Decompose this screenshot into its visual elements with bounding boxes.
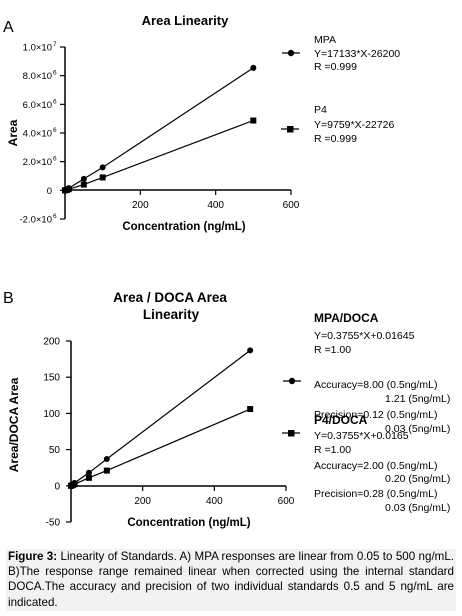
y-tick-label: 200: [43, 337, 60, 348]
panel-b-x-axis-label: Concentration (ng/mL): [127, 517, 250, 529]
panel-a-title: Area Linearity: [142, 13, 229, 28]
panel-b-x-ticks: 200 400 600: [134, 486, 295, 507]
data-point: [250, 64, 257, 71]
legend-p4-equation: Y=9759*X-22726: [314, 119, 394, 131]
y-tick-label: 6.0×10: [23, 100, 52, 111]
y-tick-label: 1.0×10: [23, 43, 52, 54]
data-point: [99, 174, 106, 181]
data-point: [247, 406, 254, 413]
data-point: [247, 347, 254, 354]
panel-a-y-axis-label: Area: [6, 119, 20, 146]
x-tick-label: 200: [134, 496, 151, 507]
legend-p4-marker: [287, 126, 294, 133]
series-line-1: [70, 408, 251, 487]
legend-mpa-doca-line-5: Precision=0.12 (0.5ng/mL): [314, 409, 437, 421]
panel-b-legend: MPA/DOCA Y=0.3755*X+0.01645 R =1.00 Accu…: [282, 311, 450, 514]
panel-a-x-ticks: 200 400 600: [132, 190, 300, 211]
panel-b-title-line2-text: Linearity: [143, 307, 200, 322]
y-tick-exponent: 6: [53, 156, 57, 163]
data-point: [85, 474, 92, 481]
legend-mpa-doca-line-3: Accuracy=8.00 (0.5ng/mL): [314, 379, 437, 391]
figure-caption: Figure 3: Linearity of Standards. A) MPA…: [6, 549, 456, 611]
legend-p4-doca-line-4: 0.20 (5ng/mL): [385, 473, 450, 485]
panel-b-title-line1: Area / DOCA Area: [113, 290, 227, 305]
legend-mpa-doca-name: MPA/DOCA: [314, 311, 379, 325]
data-point: [103, 467, 110, 474]
y-tick-exponent: 7: [53, 41, 57, 48]
legend-mpa-doca-line-2: R =1.00: [314, 344, 351, 356]
panel-b-title-line2: Linearity: [143, 307, 200, 322]
panel-a-series: [62, 64, 257, 194]
series-line-1: [65, 119, 254, 191]
legend-mpa-doca-line-1: Y=0.3755*X+0.01645: [314, 330, 415, 342]
y-tick-label: -2.0×10: [20, 215, 53, 226]
x-tick-label: 600: [283, 200, 300, 211]
y-tick-label: 0: [54, 481, 60, 492]
y-tick-label: 50: [49, 445, 61, 456]
y-tick-exponent: 6: [53, 70, 57, 77]
legend-mpa-equation: Y=17133*X-26200: [314, 48, 400, 60]
y-tick-label: 150: [43, 373, 60, 384]
panel-a-x-axis-label: Concentration (ng/mL): [122, 221, 245, 233]
panel-b-y-ticks: -50 0 50 100 150 200: [43, 337, 71, 529]
data-point: [99, 164, 106, 171]
y-tick-label: 4.0×10: [23, 129, 52, 140]
data-point: [80, 175, 87, 182]
panel-a-y-ticks: -2.0×10 602.0×10 64.0×10 66.0×10 68.0×10 61.0…: [20, 41, 65, 226]
y-tick-label: 2.0×10: [23, 157, 52, 168]
panel-b-title-line1-text: Area / DOCA Area: [113, 290, 227, 305]
x-tick-label: 400: [207, 200, 224, 211]
y-tick-exponent: 6: [53, 98, 57, 105]
legend-mpa-r: R =0.999: [314, 61, 357, 73]
x-tick-label: 600: [278, 496, 295, 507]
x-tick-label: 200: [132, 200, 149, 211]
legend-mpa-doca-marker: [288, 377, 296, 385]
y-tick-exponent: 6: [53, 213, 57, 220]
legend-p4-doca-line-1: Y=0.3755*X+0.0165: [314, 430, 409, 442]
caption-text: Linearity of Standards. A) MPA responses…: [8, 550, 454, 609]
panel-a: A Area Linearity Area Concentration (ng/…: [3, 13, 400, 233]
data-point: [80, 181, 87, 188]
data-point: [65, 186, 72, 193]
data-point: [250, 117, 257, 124]
panel-b-y-axis-label: Area/DOCA Area: [7, 377, 21, 472]
legend-p4-doca-line-2: R =1.00: [314, 444, 351, 456]
panel-a-legend: MPA Y=17133*X-26200 R =0.999 P4 Y=9759*X…: [281, 34, 400, 145]
panel-b-series: [68, 347, 254, 489]
data-point: [85, 469, 92, 476]
y-tick-label: 0: [47, 186, 52, 197]
data-point: [71, 481, 78, 488]
figure: A Area Linearity Area Concentration (ng/…: [3, 13, 450, 529]
caption-label: Figure 3:: [8, 550, 58, 563]
legend-mpa-doca-line-4: 1.21 (5ng/mL): [385, 393, 450, 405]
series-line-0: [64, 67, 254, 191]
y-tick-label: 100: [43, 409, 60, 420]
series-line-0: [70, 349, 251, 487]
y-tick-label: -50: [46, 518, 61, 529]
y-tick-label: 8.0×10: [23, 71, 52, 82]
legend-mpa-marker: [287, 49, 295, 57]
x-tick-label: 400: [206, 496, 223, 507]
legend-p4-doca-line-3: Accuracy=2.00 (0.5ng/mL): [314, 460, 437, 472]
legend-p4-name: P4: [314, 104, 327, 116]
data-point: [103, 456, 110, 463]
legend-mpa-name: MPA: [314, 34, 336, 46]
legend-mpa-doca-line-6: 0.03 (5ng/mL): [385, 423, 450, 435]
legend-p4-r: R =0.999: [314, 133, 357, 145]
legend-p4-doca-marker: [288, 430, 295, 437]
legend-p4-doca-name: P4/DOCA: [314, 413, 368, 427]
panel-b: B Area / DOCA Area Linearity Area/DOCA A…: [3, 290, 450, 529]
legend-p4-doca-line-6: 0.03 (5ng/mL): [385, 502, 450, 514]
panel-a-letter: A: [3, 19, 14, 36]
y-tick-exponent: 6: [53, 127, 57, 134]
legend-p4-doca-line-5: Precision=0.28 (0.5ng/mL): [314, 488, 437, 500]
panel-b-letter: B: [3, 290, 14, 307]
